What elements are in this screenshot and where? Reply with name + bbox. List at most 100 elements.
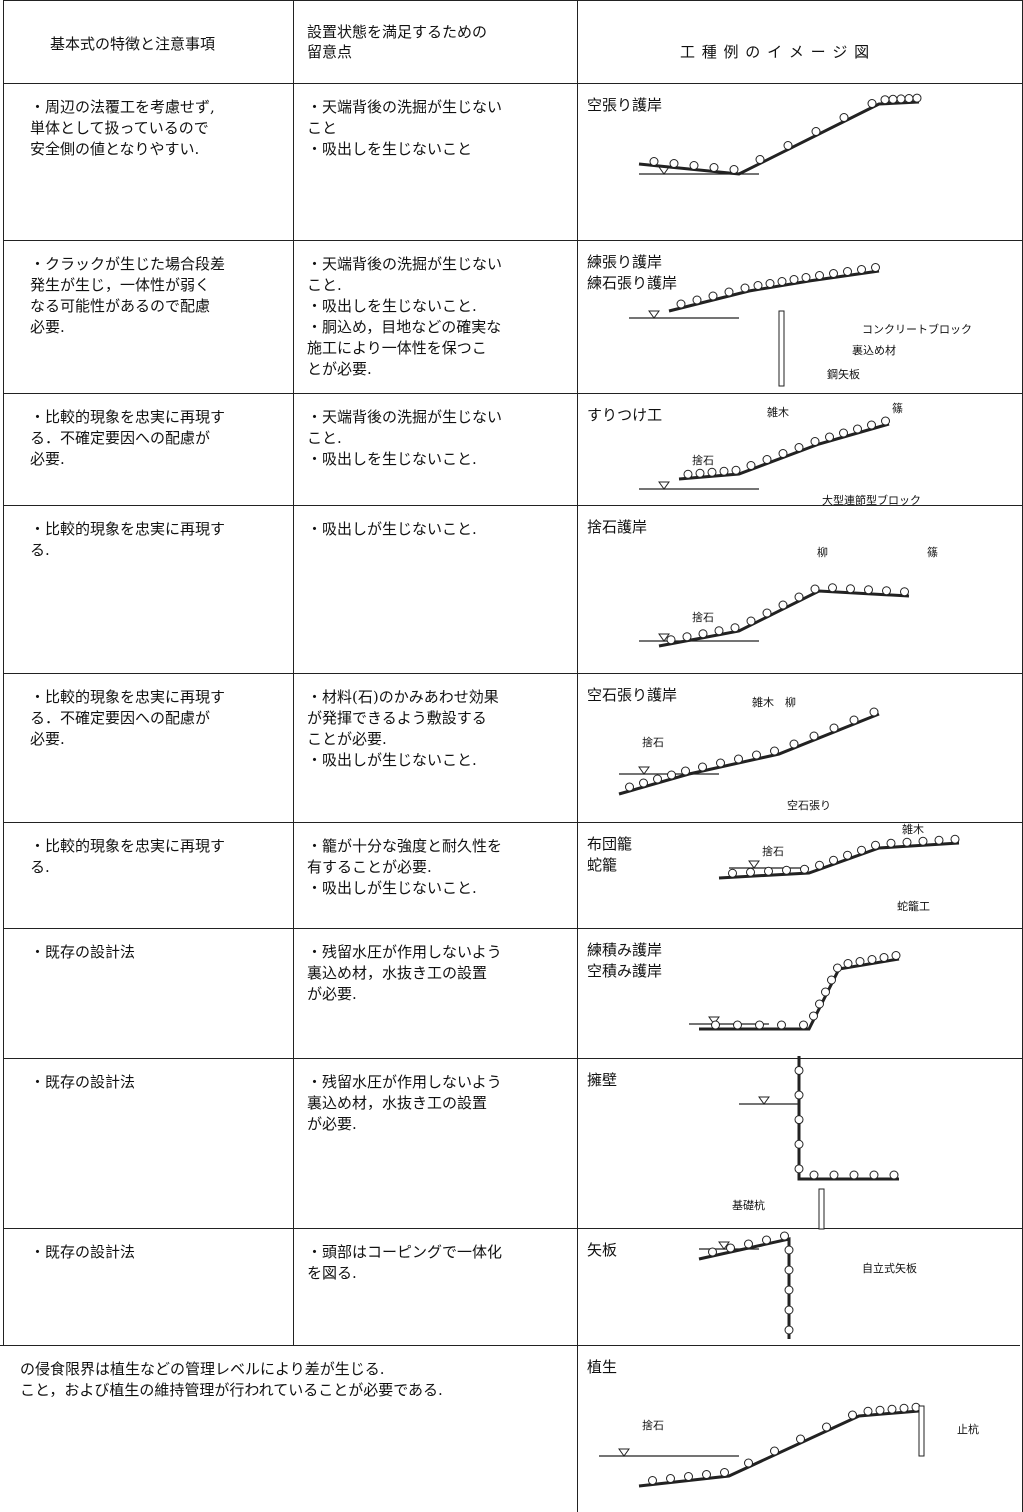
stone — [799, 1020, 808, 1030]
stone — [869, 707, 879, 717]
example-name: 蛇籠 — [587, 856, 618, 874]
table-rule — [577, 0, 578, 1512]
stone — [762, 608, 772, 618]
illustration: 自立式矢板 — [698, 1231, 917, 1339]
water-mark — [758, 1096, 770, 1105]
stone — [867, 99, 877, 108]
stone — [811, 127, 821, 136]
stone — [796, 1434, 805, 1444]
stone — [871, 263, 880, 272]
stone — [880, 95, 890, 105]
note-text: ・材料(石)のかみあわせ効果 — [307, 688, 499, 706]
merged-note: こと，および植生の維持管理が行われていることが必要である. — [20, 1381, 443, 1399]
slope — [668, 269, 880, 313]
stone — [848, 1410, 857, 1420]
stone — [666, 1474, 675, 1483]
table-rule — [3, 393, 1023, 394]
stone — [720, 1468, 729, 1477]
stone — [784, 1305, 794, 1315]
stone — [794, 1164, 804, 1174]
note-text: ・残留水圧が作用しないよう — [307, 943, 502, 961]
stone — [829, 269, 838, 278]
stone — [896, 94, 906, 104]
pile — [778, 310, 785, 387]
table-rule — [293, 0, 294, 1345]
illustration: 捨石 止杭 — [599, 1402, 979, 1488]
slope — [718, 841, 960, 880]
stone — [784, 1325, 794, 1335]
feature-text: る．不確定要因への配慮が — [30, 709, 211, 727]
stone — [950, 834, 960, 844]
stone — [724, 287, 734, 297]
header-text: 留意点 — [307, 43, 353, 61]
note-text: が必要. — [307, 1115, 357, 1133]
stone — [888, 94, 898, 104]
water-mark — [748, 860, 760, 869]
feature-text: ・クラックが生じた場合段差 — [30, 255, 226, 273]
table-rule — [3, 822, 1023, 823]
example-name: 矢板 — [587, 1241, 618, 1259]
stone — [782, 865, 791, 875]
note-text: ・吸出しを生じないこと. — [307, 297, 477, 315]
pile — [918, 1405, 925, 1457]
table-rule — [3, 83, 1023, 84]
figure-label: 空石張り — [787, 798, 831, 812]
note-text: 裏込め材，水抜き工の設置 — [307, 964, 488, 982]
stone — [849, 715, 859, 725]
stone — [683, 469, 693, 479]
stone — [815, 271, 824, 280]
stone — [778, 600, 788, 610]
stone — [825, 432, 834, 442]
stone — [867, 420, 876, 430]
figure-label: 捨石 — [642, 1418, 664, 1432]
feature-text: 必要. — [30, 318, 65, 336]
stone — [702, 1470, 711, 1479]
stone — [846, 584, 855, 594]
water-mark — [658, 633, 670, 642]
stone — [853, 424, 862, 434]
stone — [780, 1231, 789, 1241]
table-rule — [3, 0, 4, 1345]
stone — [689, 161, 699, 170]
stone — [762, 1235, 771, 1245]
slope — [797, 1056, 899, 1181]
stone — [731, 465, 741, 475]
stone — [684, 1472, 693, 1481]
feature-text: 必要. — [30, 730, 65, 748]
stone — [801, 273, 811, 282]
stone — [648, 1476, 657, 1485]
note-text: ・天端背後の洗掘が生じない — [307, 255, 503, 273]
figure-label: 大型連節型ブロック — [822, 493, 921, 507]
note-text: ことが必要. — [307, 730, 387, 748]
table-rule — [3, 1058, 1023, 1059]
stone — [810, 437, 820, 446]
stone — [708, 1247, 717, 1257]
stone — [869, 1170, 879, 1180]
stone — [784, 1265, 794, 1275]
stone — [863, 1406, 873, 1416]
stone — [653, 774, 662, 784]
stone — [829, 855, 838, 865]
stone — [714, 626, 724, 636]
stone — [762, 455, 772, 464]
illustration — [638, 93, 922, 176]
feature-text: ・比較的現象を忠実に再現す — [30, 837, 226, 855]
figure-label: 柳 — [817, 545, 828, 559]
feature-text: ・比較的現象を忠実に再現す — [30, 520, 226, 538]
stone — [902, 837, 912, 847]
stone — [783, 141, 793, 150]
table-rule — [3, 1228, 1023, 1229]
stone — [881, 416, 890, 426]
stone — [829, 1170, 839, 1180]
stone — [809, 731, 819, 741]
stone — [734, 754, 743, 764]
merged-note: の侵食限界は植生などの管理レベルにより差が生じる. — [20, 1360, 385, 1378]
stone — [789, 739, 799, 749]
stone — [711, 1020, 720, 1030]
figure-label: 捨石 — [692, 453, 714, 467]
stone — [625, 782, 634, 792]
stone — [669, 159, 679, 168]
figure-label: 捨石 — [692, 610, 714, 624]
stone — [730, 623, 740, 633]
